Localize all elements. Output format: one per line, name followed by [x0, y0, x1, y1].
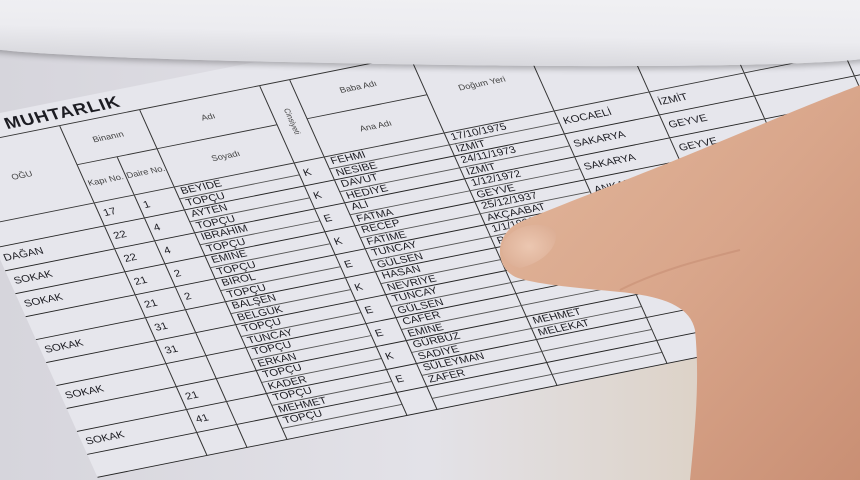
- curled-top-page: [0, 0, 860, 75]
